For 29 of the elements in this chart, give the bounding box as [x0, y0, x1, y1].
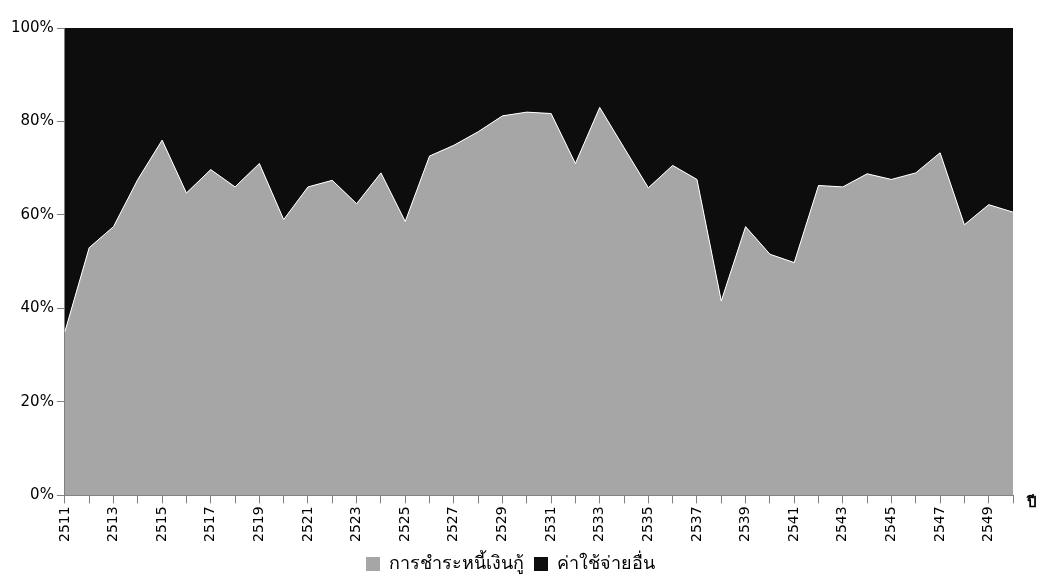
y-tick-label: 60%	[20, 204, 54, 223]
x-tick-label: 2513	[104, 506, 121, 543]
x-tick-label: 2511	[55, 506, 72, 543]
legend-label: ค่าใช้จ่ายอื่น	[557, 549, 655, 573]
x-tick-label: 2537	[687, 506, 704, 543]
x-tick-label: 2519	[250, 506, 267, 543]
x-tick-label: 2549	[979, 506, 996, 543]
x-tick-label: 2543	[833, 506, 850, 543]
x-axis-title: ปี	[1026, 493, 1037, 512]
y-tick-label: 80%	[20, 111, 54, 130]
x-tick-label: 2527	[444, 506, 461, 543]
x-tick-label: 2525	[395, 506, 412, 543]
x-tick-label: 2515	[152, 506, 169, 543]
x-tick-label: 2529	[493, 506, 510, 543]
x-tick-label: 2533	[590, 506, 607, 543]
y-tick-label: 20%	[20, 391, 54, 410]
x-tick-label: 2523	[347, 506, 364, 543]
legend-label: การชำระหนี้เงินกู้	[389, 549, 524, 574]
y-tick-label: 0%	[30, 485, 54, 504]
x-tick-label: 2535	[638, 506, 655, 543]
x-tick-label: 2545	[882, 506, 899, 543]
x-tick-label: 2521	[298, 506, 315, 543]
y-tick-label: 40%	[20, 298, 54, 317]
x-tick-label: 2531	[541, 506, 558, 543]
x-tick-label: 2539	[736, 506, 753, 543]
y-tick-label: 100%	[10, 17, 54, 36]
x-tick-label: 2547	[930, 506, 947, 543]
x-tick-label: 2541	[784, 506, 801, 543]
x-tick-label: 2517	[201, 506, 218, 543]
